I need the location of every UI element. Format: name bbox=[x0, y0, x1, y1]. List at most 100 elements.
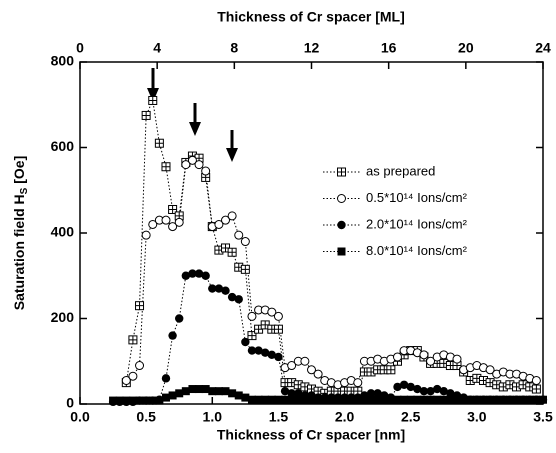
marker-shape bbox=[254, 395, 263, 404]
marker-shape bbox=[287, 395, 296, 404]
marker bbox=[128, 335, 138, 345]
marker bbox=[247, 346, 257, 355]
marker-shape bbox=[337, 220, 346, 230]
marker-shape bbox=[426, 356, 436, 366]
marker-shape bbox=[261, 395, 270, 404]
marker bbox=[492, 395, 501, 404]
marker-shape bbox=[337, 247, 346, 256]
x-tick-label: 3.5 bbox=[533, 409, 553, 425]
marker-shape bbox=[141, 230, 151, 240]
marker-shape bbox=[228, 389, 237, 398]
marker-shape bbox=[221, 215, 231, 225]
marker bbox=[135, 301, 145, 311]
marker bbox=[281, 395, 290, 404]
marker-shape bbox=[512, 395, 521, 404]
marker bbox=[433, 395, 442, 404]
marker-shape bbox=[400, 395, 409, 404]
marker bbox=[360, 395, 369, 404]
marker bbox=[188, 269, 197, 278]
marker-shape bbox=[531, 375, 541, 385]
marker-shape bbox=[274, 395, 283, 404]
marker bbox=[168, 222, 178, 232]
marker bbox=[519, 395, 528, 404]
marker-shape bbox=[227, 211, 237, 221]
marker bbox=[337, 167, 346, 177]
marker-shape bbox=[320, 395, 329, 404]
marker bbox=[486, 395, 495, 404]
marker bbox=[181, 271, 191, 280]
marker-shape bbox=[241, 265, 250, 274]
marker-shape bbox=[419, 395, 428, 404]
y-tick-label: 400 bbox=[51, 224, 75, 240]
marker bbox=[274, 395, 283, 404]
marker-shape bbox=[307, 365, 316, 375]
marker bbox=[353, 395, 362, 404]
marker-shape bbox=[267, 395, 276, 404]
x2-tick-label: 16 bbox=[381, 40, 397, 56]
marker-shape bbox=[287, 361, 297, 371]
y-axis-title-main: Saturation field H bbox=[11, 194, 27, 310]
marker bbox=[247, 331, 257, 341]
marker bbox=[154, 138, 164, 148]
marker-shape bbox=[426, 395, 435, 404]
marker bbox=[439, 395, 448, 404]
marker-shape bbox=[161, 374, 171, 383]
marker-shape bbox=[221, 286, 230, 295]
marker-shape bbox=[472, 395, 481, 404]
marker bbox=[439, 386, 448, 396]
marker bbox=[208, 387, 217, 396]
marker bbox=[300, 356, 310, 366]
marker-shape bbox=[353, 395, 362, 404]
marker bbox=[314, 395, 323, 404]
marker-shape bbox=[247, 311, 257, 321]
marker-shape bbox=[499, 395, 508, 404]
marker-shape bbox=[532, 385, 541, 394]
marker-shape bbox=[175, 314, 184, 323]
marker-shape bbox=[432, 384, 442, 394]
marker bbox=[532, 395, 541, 404]
marker-shape bbox=[128, 371, 138, 381]
marker-shape bbox=[519, 395, 528, 404]
marker-shape bbox=[135, 361, 145, 371]
marker bbox=[181, 387, 190, 396]
marker bbox=[148, 219, 158, 229]
marker bbox=[208, 284, 217, 293]
marker-shape bbox=[367, 395, 376, 404]
marker-shape bbox=[419, 350, 429, 360]
marker-shape bbox=[406, 395, 415, 404]
arrows bbox=[147, 68, 238, 162]
marker-shape bbox=[234, 230, 244, 240]
marker-shape bbox=[155, 139, 164, 148]
marker bbox=[187, 155, 197, 165]
marker bbox=[337, 194, 346, 203]
marker-shape bbox=[280, 386, 290, 396]
marker bbox=[294, 389, 303, 398]
y-tick-label: 800 bbox=[51, 53, 75, 69]
marker-shape bbox=[240, 237, 250, 247]
marker-shape bbox=[214, 387, 223, 396]
y-axis-title-sub: S bbox=[19, 187, 30, 194]
marker-shape bbox=[294, 389, 303, 398]
marker-shape bbox=[168, 205, 177, 214]
marker bbox=[273, 311, 283, 321]
marker-shape bbox=[486, 395, 495, 404]
marker bbox=[247, 395, 256, 404]
marker-shape bbox=[201, 271, 210, 280]
marker bbox=[141, 110, 151, 120]
marker-shape bbox=[406, 382, 415, 392]
marker bbox=[280, 386, 290, 396]
marker bbox=[135, 396, 144, 405]
marker bbox=[115, 396, 124, 405]
x-tick-label: 1.5 bbox=[269, 409, 289, 425]
marker bbox=[539, 395, 547, 404]
marker bbox=[446, 389, 455, 398]
marker-shape bbox=[373, 395, 382, 404]
marker-shape bbox=[175, 389, 184, 398]
x2-tick-label: 4 bbox=[153, 40, 161, 56]
marker bbox=[400, 395, 409, 404]
marker bbox=[426, 395, 435, 404]
marker-shape bbox=[109, 396, 118, 405]
marker bbox=[135, 361, 145, 371]
marker-shape bbox=[115, 396, 124, 405]
